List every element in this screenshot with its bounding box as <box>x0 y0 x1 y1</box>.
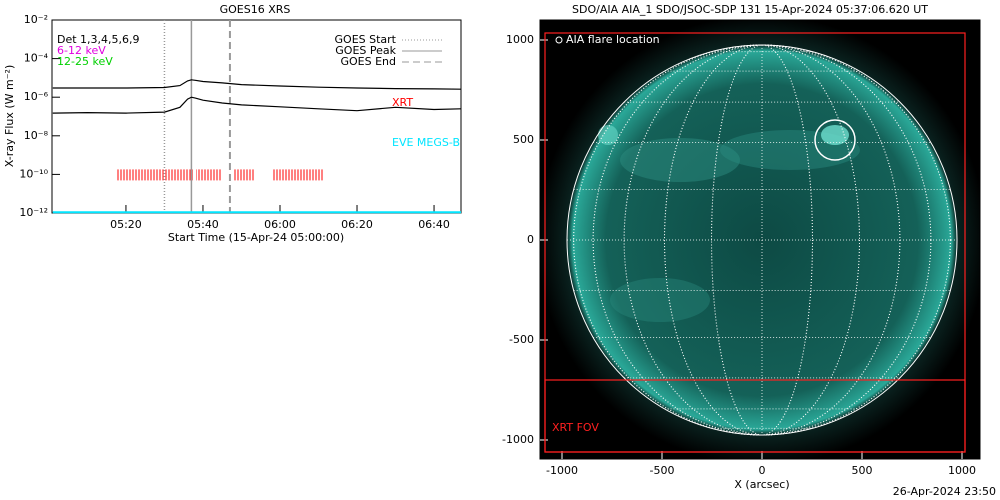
xrt-fov <box>544 379 966 453</box>
xrt-observation <box>196 169 223 181</box>
y-tick-label: -500 <box>509 333 534 346</box>
x-tick-label: 06:00 <box>264 218 296 231</box>
legend-text: 6-12 keV <box>57 44 106 57</box>
x-tick-label: 1000 <box>948 464 976 477</box>
x-axis-label: X (arcsec) <box>734 478 789 491</box>
y-tick-label: 0 <box>527 233 534 246</box>
y-tick-label: 10⁻¹⁰ <box>19 167 48 180</box>
xrt-label: XRT <box>392 96 413 109</box>
active-region <box>620 138 740 182</box>
eve-label: EVE MEGS-B <box>392 136 460 149</box>
y-tick-label: 1000 <box>506 33 534 46</box>
x-tick-label: 06:40 <box>418 218 450 231</box>
coordinate-grid <box>566 44 958 436</box>
x-axis-label: Start Time (15-Apr-24 05:00:00) <box>168 231 344 244</box>
x-tick-label: 06:20 <box>341 218 373 231</box>
marker-legend-label: GOES End <box>340 55 396 68</box>
xrt-observation <box>117 169 193 181</box>
active-region <box>610 278 710 322</box>
chart-title: SDO/AIA AIA_1 SDO/JSOC-SDP 131 15-Apr-20… <box>572 3 928 16</box>
limb <box>566 44 958 436</box>
x-tick-label: 0 <box>759 464 766 477</box>
sun-image <box>540 20 980 459</box>
chart-title: GOES16 XRS <box>220 3 291 16</box>
x-tick-label: -1000 <box>546 464 578 477</box>
timestamp: 26-Apr-2024 23:50 <box>893 485 996 498</box>
legend-text: 12-25 keV <box>57 55 113 68</box>
legend-text: AIA flare location <box>566 33 660 46</box>
xrt-observation <box>271 169 324 181</box>
x-tick-label: 05:40 <box>187 218 219 231</box>
y-tick-label: -1000 <box>502 433 534 446</box>
y-tick-label: 500 <box>513 133 534 146</box>
grid-meridian <box>711 44 813 436</box>
active-region <box>598 125 618 145</box>
xrt-observation <box>233 169 254 181</box>
series-line <box>52 79 462 90</box>
x-tick-label: -500 <box>650 464 675 477</box>
plot-frame <box>51 19 462 214</box>
flare-location <box>814 119 856 161</box>
legend-text: Det 1,3,4,5,6,9 <box>57 33 140 46</box>
y-tick-label: 10⁻⁶ <box>24 90 49 103</box>
marker-legend-label: GOES Peak <box>335 44 396 57</box>
y-tick-label: 10⁻² <box>24 13 48 26</box>
x-tick-label: 500 <box>852 464 873 477</box>
x-tick-label: 05:20 <box>110 218 142 231</box>
legend-symbol <box>555 36 563 44</box>
active-region <box>821 125 849 145</box>
fov-label: XRT FOV <box>552 421 599 434</box>
series-line <box>52 96 462 114</box>
y-tick-label: 10⁻¹² <box>19 206 48 219</box>
y-tick-label: 10⁻⁴ <box>24 52 49 65</box>
y-tick-label: 10⁻⁸ <box>24 129 49 142</box>
y-axis-label: X-ray Flux (W m⁻²) <box>3 65 16 167</box>
marker-legend-label: GOES Start <box>335 33 397 46</box>
